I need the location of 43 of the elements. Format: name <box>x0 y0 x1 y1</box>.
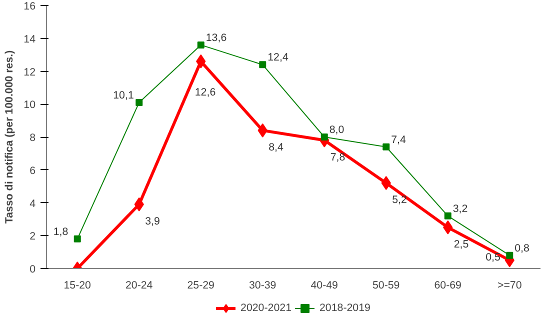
y-tick-label: 12 <box>24 66 36 78</box>
y-tick-label: 2 <box>30 230 36 243</box>
y-tick-label: 14 <box>24 33 36 46</box>
data-label: 8,4 <box>268 141 284 154</box>
y-tick-label: 6 <box>30 164 36 177</box>
y-tick-label: 10 <box>24 99 36 112</box>
legend-label: 2018-2019 <box>320 302 370 314</box>
x-tick-label: >=70 <box>497 280 522 292</box>
point <box>259 61 266 68</box>
point <box>136 98 143 106</box>
point <box>320 134 328 140</box>
x-tick-label: 15-20 <box>64 280 92 292</box>
data-label: 0,8 <box>514 242 530 254</box>
x-tick-label: 30-39 <box>249 280 276 292</box>
x-tick-label: 60-69 <box>434 280 462 292</box>
x-tick-label: 20-24 <box>126 280 153 292</box>
data-label: 8,0 <box>329 124 344 136</box>
legend-label: 2020-2021 <box>240 302 292 314</box>
point <box>382 143 390 150</box>
y-tick-label: 8 <box>30 132 36 144</box>
point <box>506 252 514 259</box>
point <box>74 235 81 242</box>
data-label: 1,8 <box>53 226 68 238</box>
data-label: 13,6 <box>206 32 227 44</box>
y-axis-title: Tasso di notifica (per 100.000 res.) <box>4 50 16 224</box>
data-label: 7,4 <box>391 134 406 146</box>
x-tick-label: 50-59 <box>372 280 400 292</box>
point <box>444 212 452 220</box>
data-label: 12,4 <box>268 52 288 64</box>
data-label: 3,2 <box>452 202 468 215</box>
data-label: 5,2 <box>392 194 408 206</box>
data-label: 2,5 <box>454 238 469 250</box>
data-label: 10,1 <box>113 89 134 102</box>
x-tick-label: 25-29 <box>187 280 215 292</box>
x-tick-label: 40-49 <box>310 280 338 292</box>
point <box>197 41 204 48</box>
y-tick-label: 16 <box>24 0 36 12</box>
data-label: 3,9 <box>145 215 160 228</box>
data-label: 0,5 <box>486 251 501 264</box>
data-label: 7,8 <box>330 151 346 164</box>
data-label: 12,6 <box>194 86 216 98</box>
y-tick-label: 4 <box>30 198 36 210</box>
y-tick-label: 0 <box>30 264 36 276</box>
